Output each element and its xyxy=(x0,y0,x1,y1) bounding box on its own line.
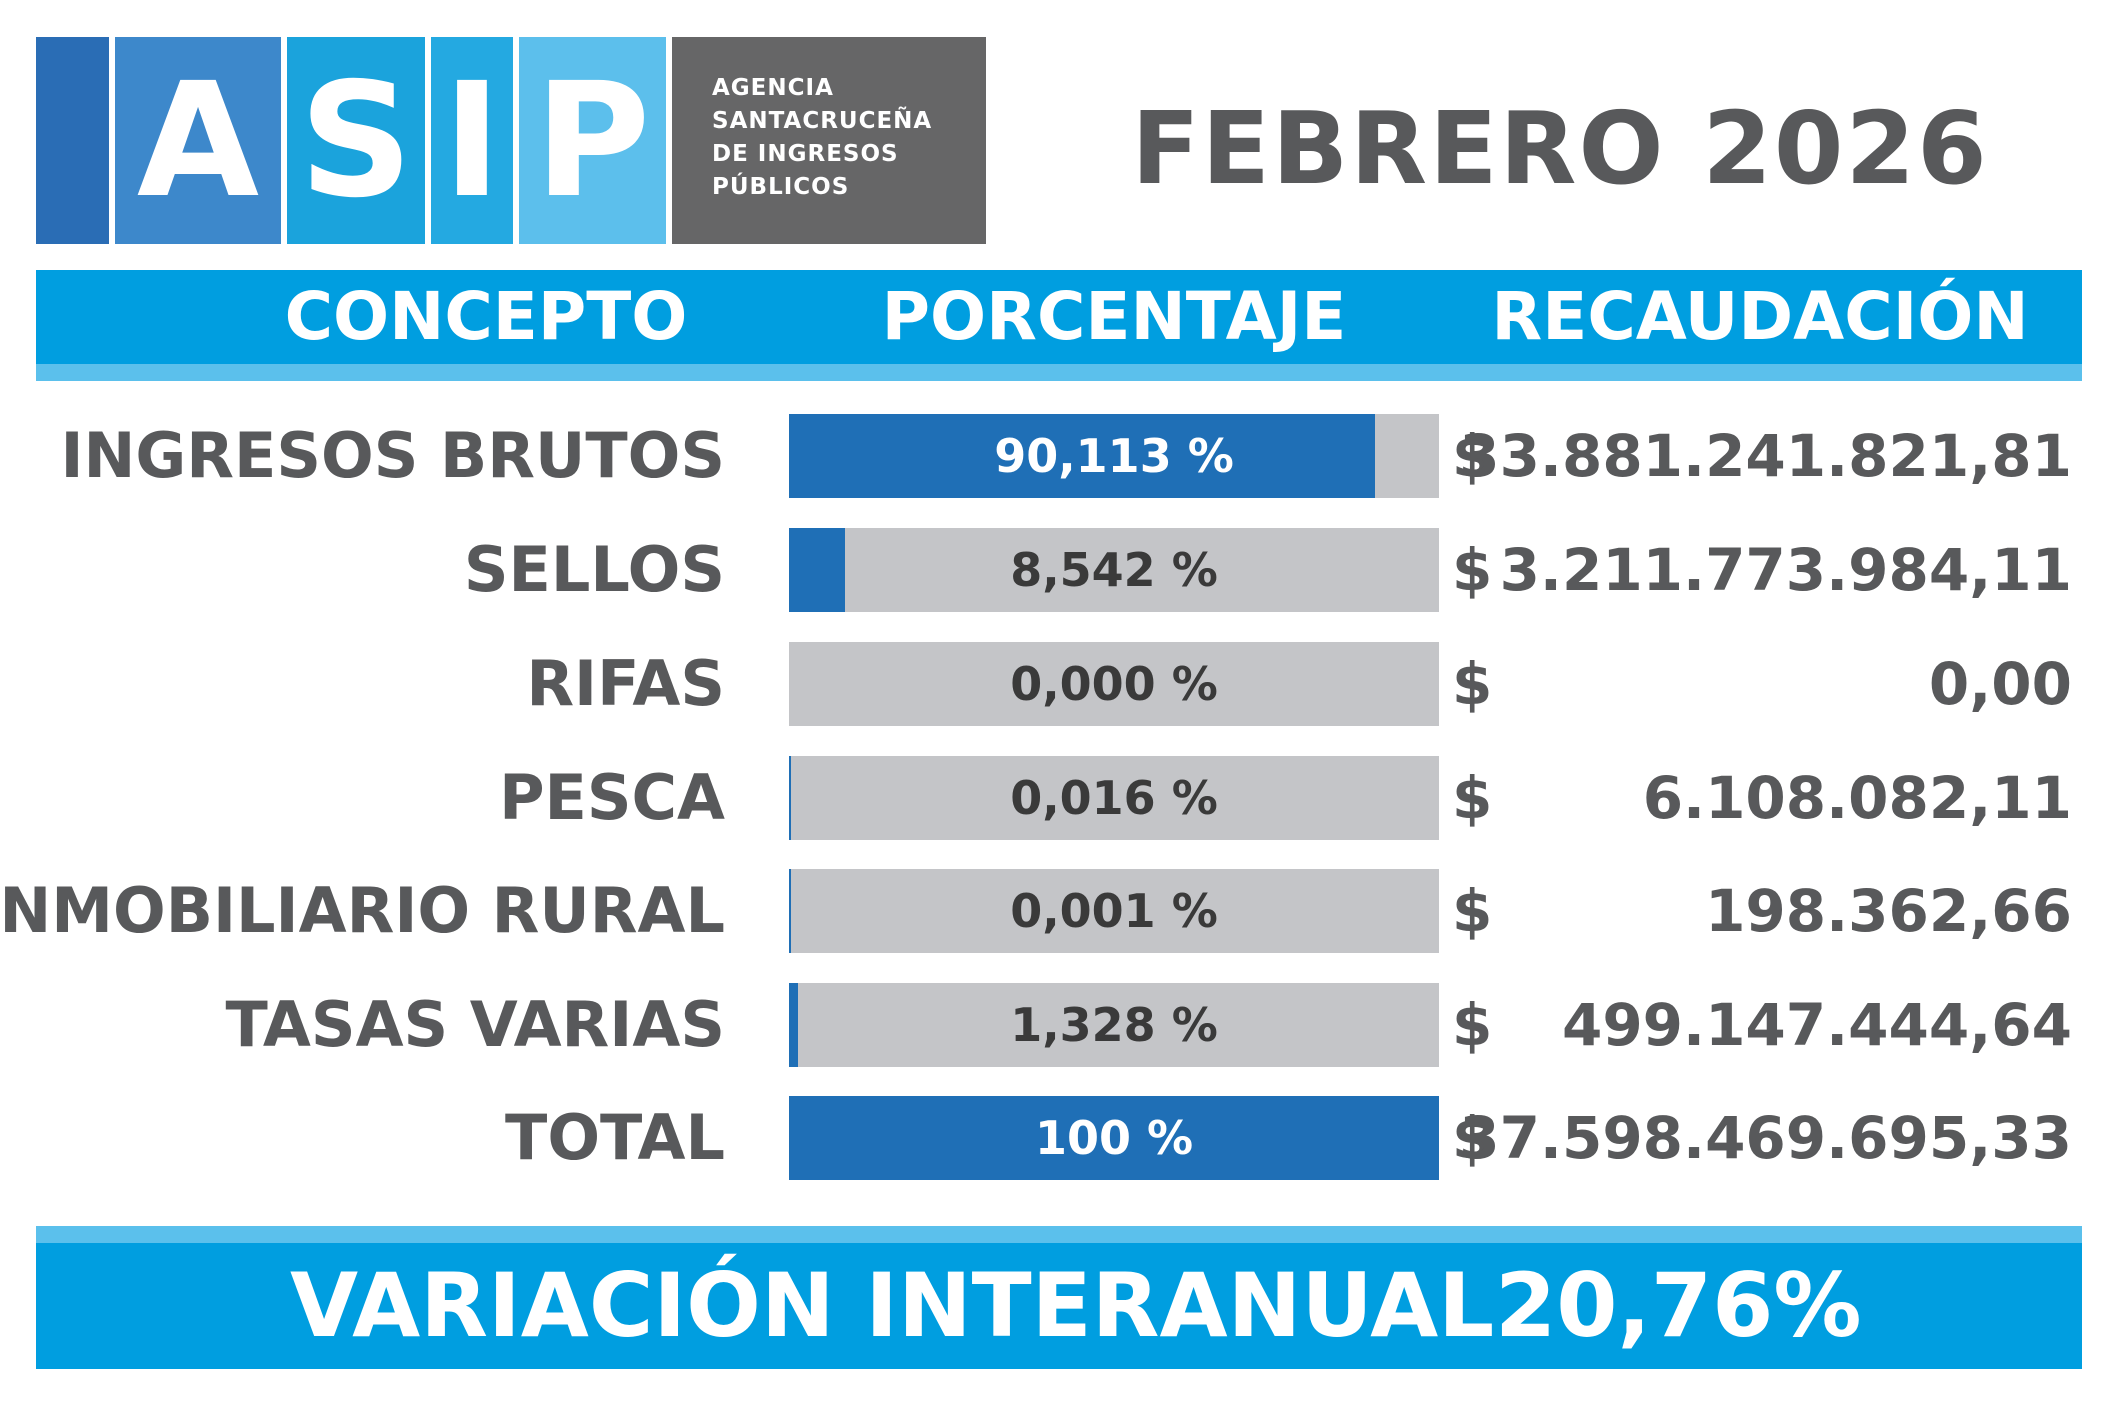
header-stripe xyxy=(36,364,2082,381)
row-concepto: INMOBILIARIO RURAL xyxy=(0,874,725,947)
logo-block-i xyxy=(431,37,513,244)
currency-symbol: $ xyxy=(1452,422,1493,490)
logo-letter-a: A xyxy=(136,48,260,233)
table-row: INMOBILIARIO RURAL 0,001 % $198.362,66 xyxy=(0,869,2117,953)
agency-line: SANTACRUCEÑA xyxy=(712,108,933,134)
currency-symbol: $ xyxy=(1452,991,1493,1059)
table-row: INGRESOS BRUTOS 90,113 % $33.881.241.821,8… xyxy=(0,414,2117,498)
row-concepto: RIFAS xyxy=(526,647,725,720)
row-porcentaje: 1,328 % xyxy=(1010,998,1218,1052)
bar-track: 8,542 % xyxy=(789,528,1439,612)
row-recaudacion: 499.147.444,64 xyxy=(1561,991,2072,1059)
table-row: SELLOS 8,542 % $3.211.773.984,11 xyxy=(0,528,2117,612)
row-porcentaje: 100 % xyxy=(1034,1111,1194,1165)
row-recaudacion: 33.881.241.821,81 xyxy=(1459,422,2072,490)
logo-block-a xyxy=(115,37,281,244)
row-recaudacion: 3.211.773.984,11 xyxy=(1499,536,2072,604)
bar-track: 0,000 % xyxy=(789,642,1439,726)
bar-track: 1,328 % xyxy=(789,983,1439,1067)
bar-track: 90,113 % xyxy=(789,414,1439,498)
logo-letter-i: I xyxy=(442,48,502,233)
bar-fill xyxy=(789,414,1375,498)
bar-fill xyxy=(789,528,845,612)
column-header-recaudacion: RECAUDACIÓN xyxy=(1491,278,2029,355)
row-recaudacion: 6.108.082,11 xyxy=(1642,764,2072,832)
column-header-porcentaje: PORCENTAJE xyxy=(881,278,1347,355)
agency-line: AGENCIA xyxy=(712,75,834,101)
row-concepto: SELLOS xyxy=(463,533,725,606)
currency-symbol: $ xyxy=(1452,877,1493,945)
row-recaudacion: 37.598.469.695,33 xyxy=(1459,1104,2072,1172)
row-concepto: TASAS VARIAS xyxy=(225,988,725,1061)
bar-fill xyxy=(789,869,791,953)
bar-track: 0,001 % xyxy=(789,869,1439,953)
row-recaudacion: 198.362,66 xyxy=(1705,877,2072,945)
agency-line: PÚBLICOS xyxy=(712,174,850,200)
header-band xyxy=(36,270,2082,364)
footer-stripe xyxy=(36,1226,2082,1243)
bar-fill xyxy=(789,983,798,1067)
logo-letter-s: S xyxy=(299,48,413,233)
column-header-concepto: CONCEPTO xyxy=(284,278,688,355)
table-row: TASAS VARIAS 1,328 % $499.147.444,64 xyxy=(0,983,2117,1067)
bar-track: 0,016 % xyxy=(789,756,1439,840)
agency-line: DE INGRESOS xyxy=(712,141,899,167)
logo-letter-p: P xyxy=(534,48,651,233)
row-porcentaje: 0,016 % xyxy=(1010,771,1218,825)
table-row: RIFAS 0,000 % $0,00 xyxy=(0,642,2117,726)
bar-track: 100 % xyxy=(789,1096,1439,1180)
footer-value: 20,76% xyxy=(1495,1254,1862,1357)
row-concepto: PESCA xyxy=(499,761,725,834)
period-title: FEBRERO 2026 xyxy=(1131,90,1989,207)
row-porcentaje: 8,542 % xyxy=(1010,543,1218,597)
currency-symbol: $ xyxy=(1452,1104,1493,1172)
row-porcentaje: 0,001 % xyxy=(1010,884,1218,938)
currency-symbol: $ xyxy=(1452,650,1493,718)
logo-agency-name: AGENCIA SANTACRUCEÑA DE INGRESOS PÚBLICO… xyxy=(712,72,982,204)
row-concepto: TOTAL xyxy=(505,1101,725,1174)
currency-symbol: $ xyxy=(1452,764,1493,832)
row-concepto: INGRESOS BRUTOS xyxy=(60,419,725,492)
row-porcentaje: 0,000 % xyxy=(1010,657,1218,711)
footer-band xyxy=(36,1243,2082,1369)
table-row: PESCA 0,016 % $6.108.082,11 xyxy=(0,756,2117,840)
bar-fill xyxy=(789,756,791,840)
row-porcentaje: 90,113 % xyxy=(994,429,1234,483)
footer-label: VARIACIÓN INTERANUAL xyxy=(290,1254,1495,1357)
logo-block-s xyxy=(287,37,425,244)
logo-agency-panel xyxy=(672,37,986,244)
currency-symbol: $ xyxy=(1452,536,1493,604)
logo-edge-block xyxy=(36,37,109,244)
table-row: TOTAL 100 % $37.598.469.695,33 xyxy=(0,1096,2117,1180)
logo-block-p xyxy=(519,37,666,244)
row-recaudacion: 0,00 xyxy=(1928,650,2072,718)
bar-fill xyxy=(789,1096,1439,1180)
